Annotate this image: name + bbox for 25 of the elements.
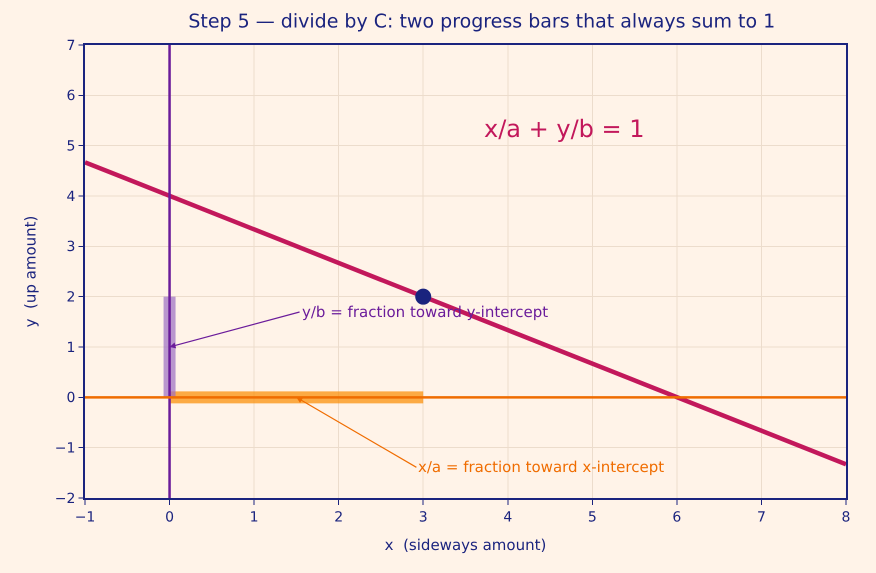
annotation: x/a + y/b = 1: [484, 115, 645, 143]
y-tick-label: 0: [66, 390, 76, 406]
y-tick-label: 6: [66, 88, 76, 104]
x-tick-label: 0: [165, 510, 174, 526]
x-tick-label: 2: [334, 510, 344, 526]
annotation: y/b = fraction toward y-intercept: [302, 303, 548, 321]
x-tick-label: 3: [418, 510, 428, 526]
chart-title: Step 5 — divide by C: two progress bars that always sum to 1: [188, 10, 776, 33]
x-axis-title: x (sideways amount): [384, 536, 546, 554]
y-tick-label: 4: [66, 188, 76, 205]
y-tick-label: 5: [66, 138, 76, 155]
y-tick-label: −1: [54, 440, 76, 457]
x-tick-label: 8: [842, 510, 850, 526]
y-axis-title: y (up amount): [22, 216, 40, 328]
x-tick-label: 4: [503, 510, 512, 526]
x-tick-label: 5: [588, 510, 597, 526]
annotation: x/a = fraction toward x-intercept: [418, 458, 664, 476]
y-tick-label: 1: [66, 340, 76, 356]
y-tick-label: −2: [54, 490, 76, 507]
x-tick-label: 6: [672, 510, 682, 526]
y-tick-label: 2: [66, 290, 76, 306]
y-tick-label: 7: [66, 38, 76, 54]
y-tick-label: 3: [66, 239, 76, 256]
x-tick-label: 1: [250, 510, 259, 526]
x-tick-label: 7: [756, 510, 766, 526]
